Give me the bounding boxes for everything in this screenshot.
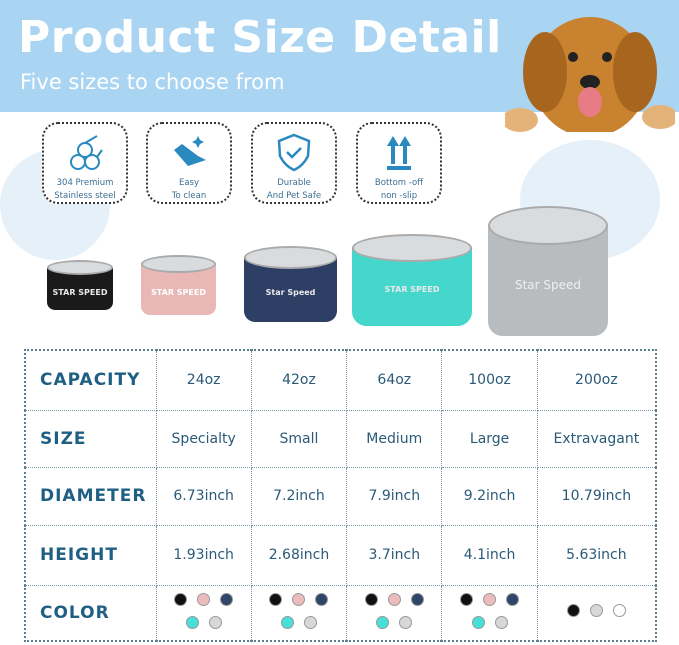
table-cell: Extravagant [536,409,657,468]
steel-pipes-icon [70,135,103,170]
row-header: SIZE [24,409,157,468]
color-options-cell [250,584,348,642]
color-swatch[interactable] [483,592,497,606]
cleaning-hand-icon [174,136,206,166]
color-swatch[interactable] [460,592,474,606]
up-arrows-icon [387,136,411,170]
color-swatch[interactable] [364,592,378,606]
feature-label: Easy [178,178,200,188]
bowl-brand-label: STAR SPEED [151,288,206,297]
row-header: COLOR [24,584,157,642]
color-options-cell [155,584,252,642]
table-cell: 42oz [250,349,348,411]
table-row: HEIGHT 1.93inch 2.68inch 3.7inch 4.1inch 5.63… [24,524,657,586]
page-subtitle: Five sizes to choose from [20,70,285,94]
table-cell: 6.73inch [155,466,252,526]
table-cell: 7.9inch [346,466,443,526]
table-cell: 1.93inch [155,524,252,586]
color-swatch[interactable] [280,615,294,629]
color-swatch[interactable] [315,592,329,606]
feature-label: non -slip [380,191,418,201]
color-swatch[interactable] [410,592,424,606]
table-cell: 7.2inch [250,466,348,526]
bowl-image: Star Speed [488,206,608,336]
feature-label: Bottom -off [374,178,424,188]
table-row: CAPACITY 24oz 42oz 64oz 100oz 200oz [24,349,657,411]
color-swatch[interactable] [185,615,199,629]
color-swatch[interactable] [269,592,283,606]
table-cell: 100oz [441,349,538,411]
size-table: CAPACITY 24oz 42oz 64oz 100oz 200oz SIZE Specia… [24,349,657,642]
color-swatch[interactable] [292,592,306,606]
row-header: CAPACITY [24,349,157,411]
feature-label: To clean [171,191,207,201]
table-row: SIZE Specialty Small Medium Large Extravagant [24,409,657,468]
row-header: DIAMETER [24,466,157,526]
table-cell: Small [250,409,348,468]
table-cell: 4.1inch [441,524,538,586]
bowl-image: STAR SPEED [352,234,472,326]
table-cell: 24oz [155,349,252,411]
feature-badge: Bottom -off non -slip [356,122,442,204]
table-cell: 200oz [536,349,657,411]
dog-image [505,17,675,132]
feature-label: 304 Premium [56,178,114,188]
bowl-brand-label: Star Speed [265,287,316,297]
feature-label: And Pet Safe [266,191,322,201]
bowl-image: Star Speed [244,246,337,322]
feature-badge: Easy To clean [146,122,232,204]
color-swatch[interactable] [303,615,317,629]
color-options-cell [346,584,443,642]
table-row: COLOR [24,584,657,642]
table-cell: 64oz [346,349,443,411]
color-options-cell [441,584,538,642]
feature-badge: Durable And Pet Safe [251,122,337,204]
bowl-image: STAR SPEED [47,260,113,310]
color-swatch[interactable] [399,615,413,629]
color-swatch[interactable] [387,592,401,606]
color-swatch[interactable] [220,592,234,606]
bowl-brand-label: STAR SPEED [52,287,108,297]
table-cell: 9.2inch [441,466,538,526]
table-cell: Medium [346,409,443,468]
color-swatch[interactable] [174,592,188,606]
color-swatch[interactable] [612,604,626,618]
page-title: Product Size Detail [18,12,502,63]
shield-check-icon [277,133,311,172]
bowl-image: STAR SPEED [141,255,216,315]
color-swatch[interactable] [197,592,211,606]
table-cell: Specialty [155,409,252,468]
color-swatch[interactable] [589,604,603,618]
table-cell: 5.63inch [536,524,657,586]
bowl-brand-label: STAR SPEED [384,284,440,294]
table-cell: 2.68inch [250,524,348,586]
feature-label: Durable [277,178,311,188]
color-swatch[interactable] [208,615,222,629]
table-cell: 3.7inch [346,524,443,586]
color-swatch[interactable] [566,604,580,618]
color-swatch[interactable] [376,615,390,629]
color-options-cell [536,584,657,642]
color-swatch[interactable] [506,592,520,606]
table-cell: Large [441,409,538,468]
table-row: DIAMETER 6.73inch 7.2inch 7.9inch 9.2inch 10.… [24,466,657,526]
feature-badge: 304 Premium Stainless steel [42,122,128,204]
row-header: HEIGHT [24,524,157,586]
feature-label: Stainless steel [54,191,116,201]
color-swatch[interactable] [494,615,508,629]
color-swatch[interactable] [471,615,485,629]
table-cell: 10.79inch [536,466,657,526]
bowl-brand-label: Star Speed [514,277,582,292]
